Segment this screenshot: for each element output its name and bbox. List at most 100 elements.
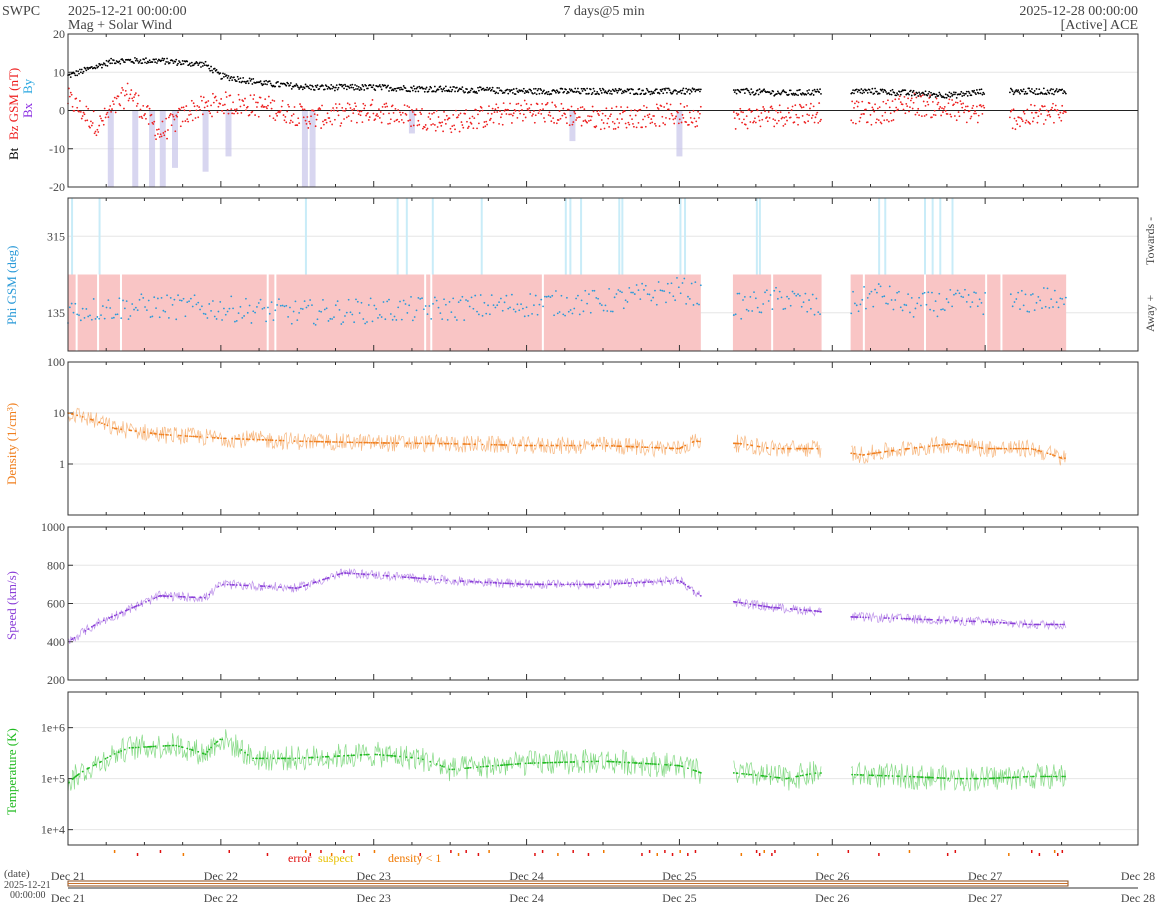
bz-point bbox=[446, 118, 449, 121]
phi-point bbox=[386, 300, 389, 303]
bz-point bbox=[675, 115, 677, 118]
phi-point bbox=[268, 312, 271, 315]
flag-mark bbox=[679, 850, 681, 853]
toward-spike bbox=[931, 198, 934, 275]
phi-point bbox=[764, 291, 766, 294]
bz-point bbox=[470, 122, 473, 125]
bt-point bbox=[461, 86, 464, 89]
bz-point bbox=[308, 120, 311, 123]
bt-point bbox=[953, 93, 956, 96]
bt-point bbox=[691, 87, 694, 90]
time-axis[interactable]: Dec 21 Dec 22 Dec 23 Dec 24 Dec 25 Dec 26 Dec … bbox=[51, 869, 1155, 905]
bz-point bbox=[874, 103, 876, 106]
bz-point bbox=[534, 114, 537, 117]
bt-point bbox=[74, 74, 77, 77]
bz-point bbox=[942, 111, 944, 113]
bt-point bbox=[233, 76, 235, 79]
bz-point bbox=[607, 117, 610, 120]
toward-spike bbox=[396, 198, 399, 275]
bz-point bbox=[227, 112, 230, 115]
bz-point bbox=[120, 91, 123, 94]
bt-point bbox=[361, 84, 364, 86]
bz-point bbox=[186, 118, 189, 120]
series-point bbox=[333, 441, 336, 443]
bz-point bbox=[1064, 111, 1067, 114]
bz-point bbox=[200, 95, 202, 98]
bz-point bbox=[665, 102, 668, 105]
phi-point bbox=[534, 294, 537, 297]
phi-point bbox=[907, 293, 910, 296]
phi-point bbox=[960, 295, 963, 298]
bt-point bbox=[927, 92, 930, 95]
bt-point bbox=[265, 79, 268, 82]
bt-point bbox=[323, 88, 326, 91]
phi-point bbox=[806, 310, 809, 313]
bz-point bbox=[109, 105, 112, 107]
bz-point bbox=[608, 125, 611, 128]
toward-spike bbox=[621, 198, 624, 275]
bz-point bbox=[744, 123, 747, 126]
phi-point bbox=[874, 288, 876, 291]
series-point bbox=[612, 760, 615, 763]
bt-point bbox=[686, 91, 688, 93]
bz-point bbox=[297, 117, 300, 120]
bz-point bbox=[275, 112, 278, 115]
bz-point bbox=[927, 103, 930, 106]
bz-point bbox=[559, 117, 562, 120]
bz-point bbox=[748, 108, 751, 110]
series-point bbox=[123, 748, 126, 751]
bz-point bbox=[648, 113, 651, 116]
phi-point bbox=[292, 310, 295, 313]
bz-point bbox=[248, 113, 251, 116]
series-point bbox=[479, 765, 482, 768]
phi-point bbox=[173, 298, 176, 301]
bt-point bbox=[178, 61, 181, 64]
flag-mark bbox=[587, 853, 590, 856]
bt-point bbox=[604, 90, 607, 93]
bt-point bbox=[81, 72, 84, 75]
bz-point bbox=[126, 82, 129, 85]
bt-point bbox=[326, 87, 329, 90]
bt-point bbox=[734, 89, 737, 92]
phi-point bbox=[547, 295, 550, 298]
bz-point bbox=[225, 96, 228, 98]
bz-point bbox=[499, 116, 502, 119]
bt-point bbox=[818, 91, 821, 94]
bt-point bbox=[743, 92, 746, 95]
bt-point bbox=[464, 91, 467, 94]
bt-point bbox=[387, 84, 389, 87]
bt-point bbox=[95, 64, 98, 67]
bt-point bbox=[625, 90, 628, 93]
bt-point bbox=[979, 92, 982, 95]
bz-point bbox=[521, 109, 523, 111]
phi-point bbox=[910, 296, 913, 299]
bz-point bbox=[868, 102, 871, 105]
bt-point bbox=[298, 88, 301, 90]
bt-point bbox=[584, 89, 587, 92]
bz-point bbox=[334, 103, 337, 105]
series-point bbox=[150, 745, 153, 748]
bt-point bbox=[210, 65, 212, 68]
bz-point bbox=[696, 125, 699, 127]
phi-point bbox=[474, 294, 477, 297]
phi-point bbox=[206, 317, 209, 319]
phi-point bbox=[184, 315, 187, 318]
phi-point bbox=[899, 306, 902, 309]
bt-point bbox=[351, 83, 354, 86]
bt-point bbox=[251, 83, 254, 85]
bz-point bbox=[653, 115, 655, 117]
bz-point bbox=[964, 105, 967, 108]
bt-point bbox=[209, 69, 212, 72]
phi-point bbox=[611, 310, 614, 313]
bz-point bbox=[637, 121, 640, 124]
bz-point bbox=[355, 105, 357, 108]
bt-point bbox=[895, 94, 898, 97]
bt-point bbox=[567, 91, 570, 94]
bz-point bbox=[663, 106, 666, 108]
bz-point bbox=[223, 103, 226, 106]
series-point bbox=[1053, 775, 1055, 778]
series-point bbox=[1046, 452, 1049, 455]
phi-point bbox=[362, 318, 365, 320]
bz-point bbox=[362, 102, 365, 105]
series-point bbox=[856, 773, 859, 776]
